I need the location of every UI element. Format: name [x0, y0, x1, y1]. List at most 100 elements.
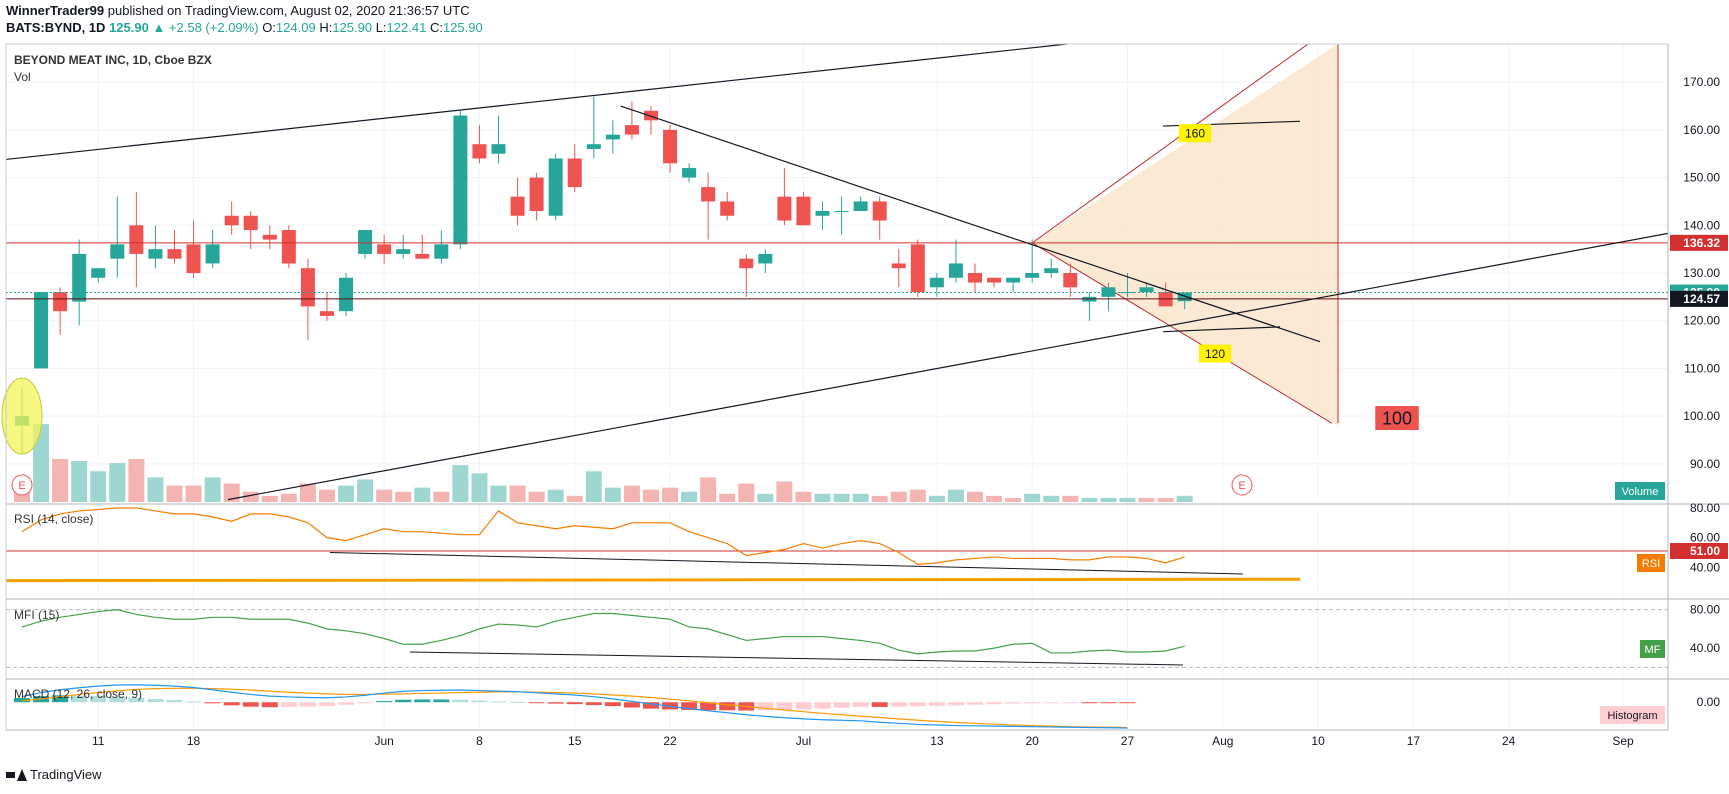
candle-body[interactable] — [281, 230, 296, 264]
mfi-tick-label: 80.00 — [1690, 603, 1720, 617]
candle-body[interactable] — [186, 244, 201, 273]
price-tick-label: 170.00 — [1683, 75, 1720, 89]
candle-body[interactable] — [777, 196, 792, 221]
rsi-divergence-line[interactable] — [329, 551, 1244, 575]
candle-body[interactable] — [1139, 287, 1154, 293]
candle-body[interactable] — [987, 277, 1002, 283]
candle-body[interactable] — [796, 196, 811, 226]
candle-body[interactable] — [834, 210, 849, 212]
macd-tick-label: 0.00 — [1697, 695, 1721, 709]
volume-bar — [642, 489, 659, 502]
candle-body[interactable] — [339, 277, 354, 312]
candle-body[interactable] — [205, 244, 220, 264]
candle-body[interactable] — [1101, 287, 1116, 297]
candle-body[interactable] — [148, 249, 163, 259]
candle-body[interactable] — [53, 292, 68, 312]
rsi-tag: RSI — [1642, 558, 1660, 570]
target-high-label-box[interactable] — [1178, 124, 1212, 143]
candle-body[interactable] — [815, 210, 830, 216]
mfi-divergence-line[interactable] — [409, 651, 1184, 666]
candle-body[interactable] — [224, 215, 239, 226]
earnings-marker[interactable]: E — [1238, 480, 1245, 492]
candle-body[interactable] — [891, 263, 906, 269]
candle-body[interactable] — [453, 115, 468, 245]
macd-histogram-bar — [947, 702, 964, 706]
candle-body[interactable] — [472, 144, 487, 159]
candle-body[interactable] — [701, 187, 716, 202]
projection-upper-edge[interactable] — [1031, 43, 1309, 244]
candle-body[interactable] — [110, 244, 125, 259]
candle-body[interactable] — [663, 129, 678, 164]
volume-bar — [299, 483, 316, 502]
candle-body[interactable] — [643, 110, 658, 121]
rsi-floor-line[interactable] — [5, 577, 1301, 583]
earnings-marker-circle[interactable] — [11, 474, 33, 496]
target-low-label-box[interactable] — [1198, 344, 1232, 363]
candle-body[interactable] — [567, 158, 582, 188]
candle-body[interactable] — [491, 144, 506, 154]
volume-bar — [681, 491, 698, 502]
candle-body[interactable] — [605, 134, 620, 140]
upper-channel-line[interactable] — [5, 43, 1068, 161]
candle-body[interactable] — [1006, 277, 1021, 283]
candle-body[interactable] — [72, 253, 87, 302]
ascending-trend-line[interactable] — [227, 232, 1669, 501]
target-low-line[interactable] — [1162, 326, 1281, 333]
candle-body[interactable] — [129, 225, 144, 254]
target-low-label[interactable]: 120 — [1205, 347, 1225, 361]
candle-body[interactable] — [396, 249, 411, 254]
target-high-label[interactable]: 160 — [1185, 126, 1205, 140]
candle-body[interactable] — [1044, 268, 1059, 273]
candle-body[interactable] — [434, 244, 449, 259]
candle-body[interactable] — [415, 253, 430, 259]
candle-body[interactable] — [1063, 273, 1078, 288]
candle-body[interactable] — [968, 273, 982, 283]
candle-body[interactable] — [319, 311, 334, 316]
candle-body[interactable] — [682, 168, 697, 178]
high-label: H: — [319, 20, 333, 35]
candle-body[interactable] — [929, 277, 944, 288]
candle-body[interactable] — [377, 244, 392, 254]
candle-body[interactable] — [758, 253, 773, 264]
candle-body[interactable] — [739, 258, 754, 269]
tradingview-logo[interactable]: TradingView — [6, 767, 102, 782]
candle-body[interactable] — [910, 244, 925, 293]
projection-shape[interactable] — [1031, 43, 1339, 426]
candle-body[interactable] — [529, 177, 544, 211]
earnings-marker[interactable]: E — [18, 480, 25, 492]
candle-body[interactable] — [300, 268, 315, 307]
macd-histogram-bar — [928, 702, 945, 706]
candle-body[interactable] — [510, 196, 525, 216]
candle-body[interactable] — [720, 201, 735, 216]
projection-lower-edge[interactable] — [1031, 242, 1333, 424]
candle-body[interactable] — [586, 144, 601, 149]
candle-body[interactable] — [34, 292, 49, 369]
projection-fill[interactable] — [1032, 44, 1338, 426]
candle-body[interactable] — [91, 268, 106, 278]
highlight-ellipse[interactable] — [1, 377, 43, 455]
target-bottom-label-box[interactable] — [1375, 406, 1419, 431]
volume-bars — [14, 424, 1193, 502]
volume-bar — [261, 495, 278, 502]
candle-body[interactable] — [548, 158, 563, 216]
candle-body[interactable] — [624, 125, 639, 135]
trend-lines[interactable]: 160 120 100 E E — [1, 43, 1669, 501]
candle-body[interactable] — [872, 201, 887, 221]
candle-body[interactable] — [167, 249, 182, 259]
candle-body[interactable] — [853, 201, 868, 211]
earnings-marker-circle[interactable] — [1231, 474, 1253, 496]
target-bottom-label[interactable]: 100 — [1382, 408, 1412, 428]
candle-body[interactable] — [243, 215, 258, 231]
macd-histogram-bar — [967, 702, 983, 705]
candle-body[interactable] — [358, 230, 373, 254]
symbol-label[interactable]: BATS:BYND, 1D — [6, 20, 106, 35]
descending-trend-line[interactable] — [620, 105, 1321, 343]
candle-body[interactable] — [262, 234, 277, 240]
publisher-name[interactable]: WinnerTrader99 — [6, 3, 105, 18]
macd-histogram-bar — [681, 702, 698, 710]
candle-body[interactable] — [1177, 292, 1192, 302]
candles[interactable] — [15, 96, 1192, 455]
candle-body[interactable] — [1025, 273, 1040, 278]
candle-body[interactable] — [948, 263, 963, 278]
